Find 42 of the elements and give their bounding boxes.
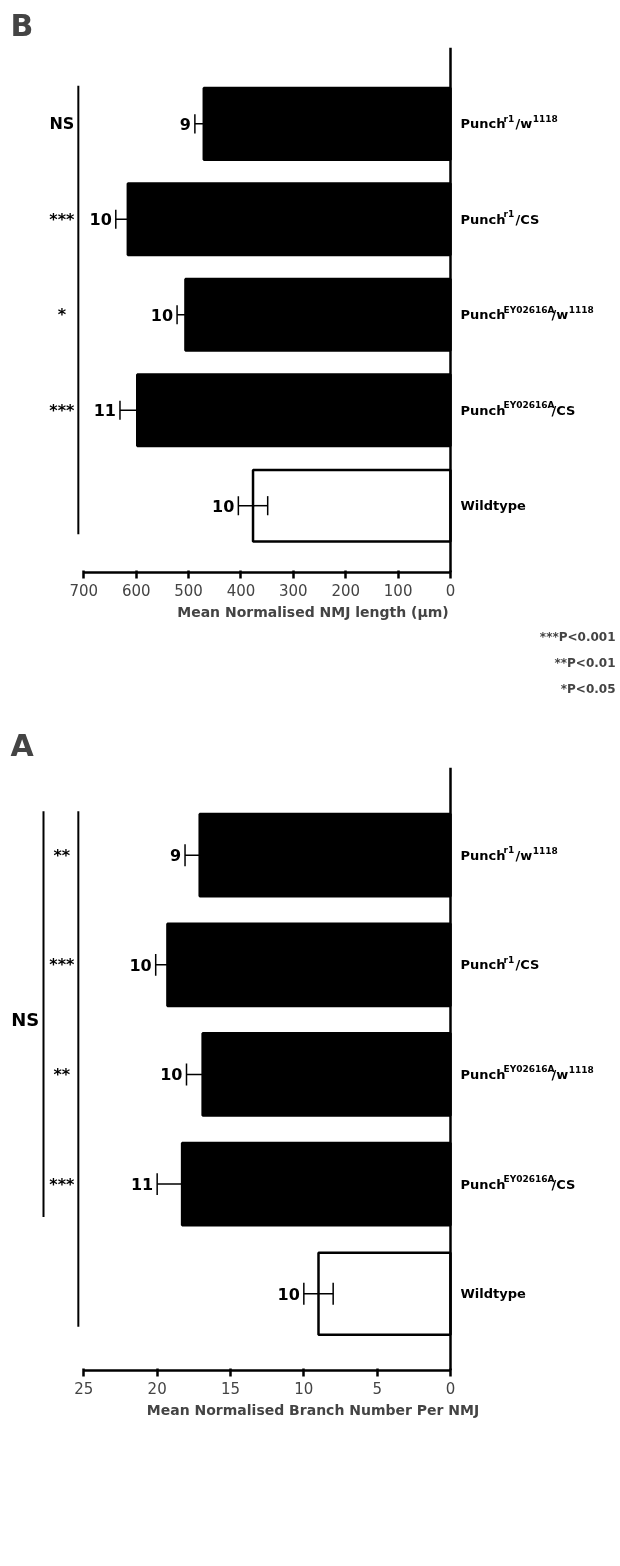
- text: NS: [11, 1009, 40, 1031]
- x-tick-label: 15: [220, 1379, 241, 1398]
- annotation: 10: [129, 955, 152, 975]
- x-tick-label: 300: [279, 581, 308, 600]
- annotation: 9: [169, 846, 182, 866]
- text: NS: [49, 114, 75, 134]
- text: *P<0.05: [560, 681, 616, 696]
- annotation: 10: [89, 210, 112, 230]
- x-tick-label: 500: [174, 581, 203, 600]
- x-tick-label: 20: [147, 1379, 167, 1398]
- x-tick-label: 600: [121, 581, 151, 600]
- annotation: 11: [130, 1175, 154, 1195]
- x-axis-title: Mean Normalised NMJ length (µm): [177, 603, 449, 620]
- text: ***: [49, 209, 76, 229]
- annotation: 10: [212, 496, 235, 516]
- text: **P<0.01: [554, 655, 616, 670]
- annotation: 9: [179, 114, 191, 134]
- y-tick-label: Wildtype: [460, 1286, 527, 1302]
- annotation: 10: [160, 1065, 183, 1085]
- text: ***: [49, 400, 76, 420]
- text: ***: [49, 1174, 76, 1194]
- x-tick-label: 400: [226, 581, 256, 600]
- text: **: [53, 845, 71, 865]
- chart-title: B: [10, 7, 34, 43]
- x-tick-label: 700: [69, 581, 99, 600]
- x-tick-label: 0: [445, 581, 456, 600]
- x-tick-label: 25: [74, 1379, 94, 1398]
- x-tick-label: 5: [372, 1379, 382, 1398]
- x-tick-label: 100: [383, 581, 413, 600]
- annotation: 10: [150, 305, 174, 325]
- x-axis-title: Mean Normalised Branch Number Per NMJ: [146, 1401, 480, 1418]
- text: ***: [49, 955, 76, 975]
- x-tick-label: 200: [331, 581, 361, 600]
- text: **: [53, 1064, 71, 1084]
- x-tick-label: 0: [445, 1379, 456, 1398]
- text: ***P<0.001: [539, 629, 616, 644]
- annotation: 10: [277, 1284, 300, 1304]
- annotation: 11: [93, 401, 116, 421]
- y-tick-label: Wildtype: [460, 498, 527, 514]
- text: *: [57, 305, 67, 325]
- x-tick-label: 10: [294, 1379, 314, 1398]
- chart-title: A: [10, 727, 35, 763]
